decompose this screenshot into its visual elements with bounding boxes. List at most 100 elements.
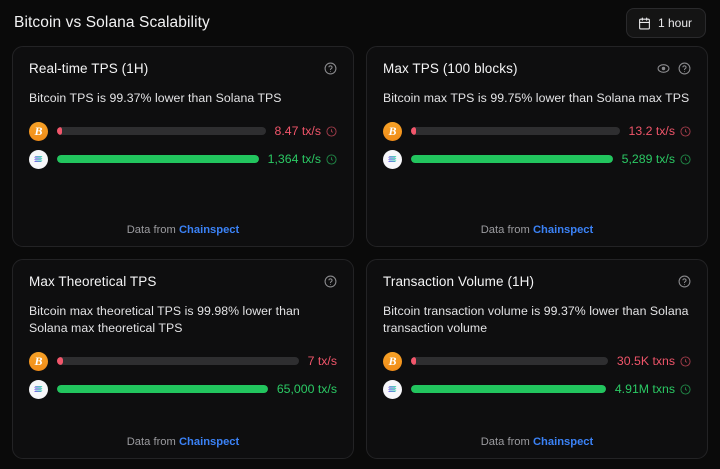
metric-value-text: 13.2 tx/s	[628, 124, 675, 139]
metric-cards-grid: Real-time TPS (1H) Bitcoin TPS is 99.37%…	[12, 46, 708, 469]
card-subtitle: Bitcoin TPS is 99.37% lower than Solana …	[29, 91, 282, 106]
help-circle-icon[interactable]	[324, 62, 337, 75]
metric-bar-track	[57, 385, 268, 394]
bitcoin-symbol: B	[34, 124, 43, 139]
time-range-label: 1 hour	[657, 16, 692, 30]
info-icon[interactable]	[680, 154, 691, 165]
bitcoin-logo: B	[29, 351, 48, 371]
info-icon[interactable]	[680, 356, 691, 367]
metric-value: 8.47 tx/s	[275, 124, 337, 138]
solana-logo	[383, 149, 402, 169]
metric-bar-track	[411, 385, 606, 394]
chainspect-link[interactable]: Chainspect	[178, 436, 240, 448]
metric-row: B 13.2 tx/s	[383, 121, 691, 141]
metric-value: 4.91M txns	[615, 382, 691, 396]
card-footer: Data from Chainspect	[383, 214, 691, 236]
metric-bar-fill	[411, 155, 613, 164]
chainspect-link[interactable]: Chainspect	[532, 223, 594, 236]
card-header-icons	[324, 61, 337, 75]
metric-bar-fill	[57, 385, 268, 394]
metric-bar-fill	[411, 127, 417, 136]
card-title: Transaction Volume (1H)	[383, 273, 535, 289]
card-subtitle: Bitcoin transaction volume is 99.37% low…	[383, 303, 689, 336]
time-range-button[interactable]: 1 hour	[625, 8, 706, 38]
metric-bar-track	[411, 357, 608, 366]
metric-bar-fill	[57, 155, 259, 164]
footer-prefix: Data from	[480, 436, 533, 448]
card-footer: Data from Chainspect	[383, 426, 691, 448]
metric-value: 30.5K txns	[617, 354, 691, 368]
metric-bar-track	[411, 127, 620, 136]
calendar-icon	[638, 17, 651, 30]
metric-bar-track	[411, 155, 613, 164]
metric-value-text: 30.5K txns	[616, 354, 675, 369]
metric-bar-fill	[411, 357, 417, 366]
card-header-icons	[324, 274, 337, 288]
bitcoin-symbol: B	[34, 354, 43, 369]
footer-prefix: Data from	[480, 223, 533, 236]
metric-bar-fill	[57, 357, 64, 366]
card-title: Max Theoretical TPS	[29, 273, 157, 289]
metric-value: 1,364 tx/s	[268, 152, 337, 166]
bitcoin-symbol: B	[388, 124, 397, 139]
chainspect-link[interactable]: Chainspect	[532, 436, 594, 448]
metric-card: Transaction Volume (1H) Bitcoin transact…	[366, 258, 708, 459]
card-header: Max Theoretical TPS	[29, 274, 337, 290]
metric-value-text: 7 tx/s	[307, 354, 337, 369]
metric-card: Max TPS (100 blocks) Bitcoin max TPS is …	[366, 46, 708, 247]
page-title: Bitcoin vs Solana Scalability	[14, 14, 210, 31]
card-header: Max TPS (100 blocks)	[383, 61, 691, 77]
metric-value-text: 4.91M txns	[614, 382, 675, 397]
metric-bar-track	[57, 155, 259, 164]
help-circle-icon[interactable]	[678, 62, 691, 75]
metric-bar-track	[57, 127, 266, 136]
bitcoin-logo: B	[29, 121, 48, 141]
metric-value-text: 65,000 tx/s	[276, 382, 337, 397]
info-icon[interactable]	[680, 126, 691, 137]
metric-rows: B 13.2 tx/s 5,289 tx/s	[383, 121, 691, 169]
help-circle-icon[interactable]	[678, 275, 691, 288]
footer-prefix: Data from	[126, 223, 179, 236]
metric-bar-fill	[411, 385, 606, 394]
metric-rows: B 8.47 tx/s 1,364 tx/s	[29, 121, 337, 169]
metric-card: Max Theoretical TPS Bitcoin max theoreti…	[12, 258, 354, 459]
solana-logo	[29, 149, 48, 169]
page-header: Bitcoin vs Solana Scalability 1 hour	[12, 0, 708, 46]
bitcoin-symbol: B	[388, 354, 397, 369]
bitcoin-logo: B	[383, 351, 402, 371]
metric-value: 7 tx/s	[308, 354, 337, 368]
metric-value: 13.2 tx/s	[629, 124, 691, 138]
card-subtitle: Bitcoin max TPS is 99.75% lower than Sol…	[383, 91, 690, 106]
metric-rows: B 7 tx/s 65,000 tx/s	[29, 351, 337, 399]
metric-value-text: 1,364 tx/s	[267, 152, 321, 167]
metric-bar-fill	[57, 127, 63, 136]
metric-row: B 30.5K txns	[383, 351, 691, 371]
card-subtitle: Bitcoin max theoretical TPS is 99.98% lo…	[29, 303, 300, 336]
metric-value: 5,289 tx/s	[622, 152, 691, 166]
metric-row: 65,000 tx/s	[29, 379, 337, 399]
card-header-icons	[678, 274, 691, 288]
solana-logo	[383, 379, 402, 399]
metric-row: B 8.47 tx/s	[29, 121, 337, 141]
card-header: Real-time TPS (1H)	[29, 61, 337, 77]
solana-logo	[29, 379, 48, 399]
metric-value-text: 8.47 tx/s	[274, 124, 321, 139]
footer-prefix: Data from	[126, 436, 179, 448]
metric-row: B 7 tx/s	[29, 351, 337, 371]
card-header-icons	[656, 61, 691, 75]
metric-rows: B 30.5K txns 4.91M txns	[383, 351, 691, 399]
metric-row: 4.91M txns	[383, 379, 691, 399]
chainspect-link[interactable]: Chainspect	[178, 223, 240, 236]
eye-icon[interactable]	[656, 62, 671, 75]
info-icon[interactable]	[326, 126, 337, 137]
card-footer: Data from Chainspect	[29, 214, 337, 236]
metric-row: 5,289 tx/s	[383, 149, 691, 169]
metric-row: 1,364 tx/s	[29, 149, 337, 169]
help-circle-icon[interactable]	[324, 275, 337, 288]
card-header: Transaction Volume (1H)	[383, 274, 691, 290]
info-icon[interactable]	[680, 384, 691, 395]
bitcoin-logo: B	[383, 121, 402, 141]
info-icon[interactable]	[326, 154, 337, 165]
card-footer: Data from Chainspect	[29, 426, 337, 448]
